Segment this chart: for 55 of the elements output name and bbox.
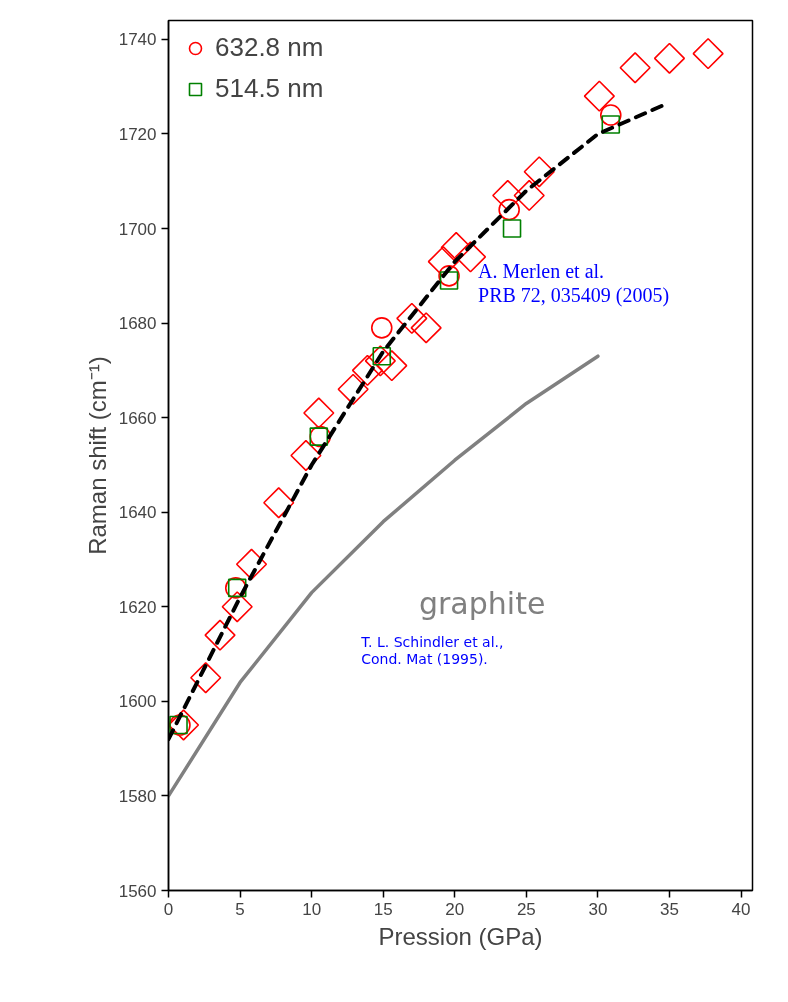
y-tick-label: 1660 bbox=[118, 408, 157, 428]
point bbox=[410, 312, 442, 344]
point bbox=[498, 198, 520, 221]
x-tick-label: 15 bbox=[373, 899, 393, 919]
point bbox=[439, 271, 459, 290]
point bbox=[583, 80, 615, 112]
y-axis-title: Raman shift (cm⁻¹) bbox=[83, 356, 111, 555]
point bbox=[427, 245, 459, 278]
point bbox=[190, 662, 222, 694]
point bbox=[290, 439, 322, 472]
point bbox=[396, 302, 428, 335]
x-tick-label: 5 bbox=[235, 899, 245, 919]
x-axis-title: Pression (GPa) bbox=[378, 922, 543, 950]
point bbox=[619, 52, 651, 84]
point bbox=[513, 179, 545, 212]
y-tick-label: 1680 bbox=[118, 314, 157, 334]
point bbox=[303, 397, 335, 429]
point bbox=[204, 619, 236, 651]
y-tick-label: 1720 bbox=[118, 124, 157, 144]
y-tick-label: 1620 bbox=[118, 597, 157, 617]
point bbox=[351, 354, 384, 387]
point bbox=[376, 350, 408, 382]
point bbox=[692, 37, 724, 70]
y-tick-label: 1700 bbox=[118, 219, 157, 239]
x-tick-label: 20 bbox=[445, 899, 465, 919]
annotation: A. Merlen et al. PRB 72, 035409 (2005) bbox=[478, 259, 670, 307]
x-tick-label: 40 bbox=[731, 899, 751, 919]
annotation: T. L. Schindler et al., Cond. Mat (1995). bbox=[360, 633, 504, 668]
point bbox=[168, 709, 200, 741]
point bbox=[235, 548, 268, 580]
y-tick-label: 1740 bbox=[118, 30, 157, 50]
line-series bbox=[168, 354, 600, 798]
point bbox=[221, 591, 253, 623]
x-tick-label: 25 bbox=[516, 899, 536, 919]
text: graphite bbox=[418, 585, 546, 621]
y-tick-label: 1640 bbox=[118, 503, 157, 523]
point bbox=[263, 487, 295, 519]
point bbox=[523, 156, 555, 188]
legend-label: 514.5 nm bbox=[215, 73, 324, 104]
y-tick-label: 1580 bbox=[118, 786, 157, 806]
point bbox=[364, 345, 396, 377]
x-tick-label: 0 bbox=[163, 899, 174, 919]
legend-label: 632.8 nm bbox=[215, 32, 324, 63]
point bbox=[653, 42, 686, 74]
x-tick-label: 35 bbox=[660, 899, 679, 919]
point bbox=[601, 115, 621, 134]
point bbox=[337, 373, 369, 405]
y-tick-label: 1560 bbox=[118, 881, 157, 901]
point bbox=[599, 104, 622, 126]
point bbox=[370, 317, 393, 339]
x-tick-label: 10 bbox=[302, 899, 322, 919]
x-tick-label: 30 bbox=[588, 899, 608, 919]
point bbox=[438, 265, 460, 287]
y-tick-label: 1600 bbox=[118, 692, 157, 712]
point bbox=[502, 219, 522, 238]
